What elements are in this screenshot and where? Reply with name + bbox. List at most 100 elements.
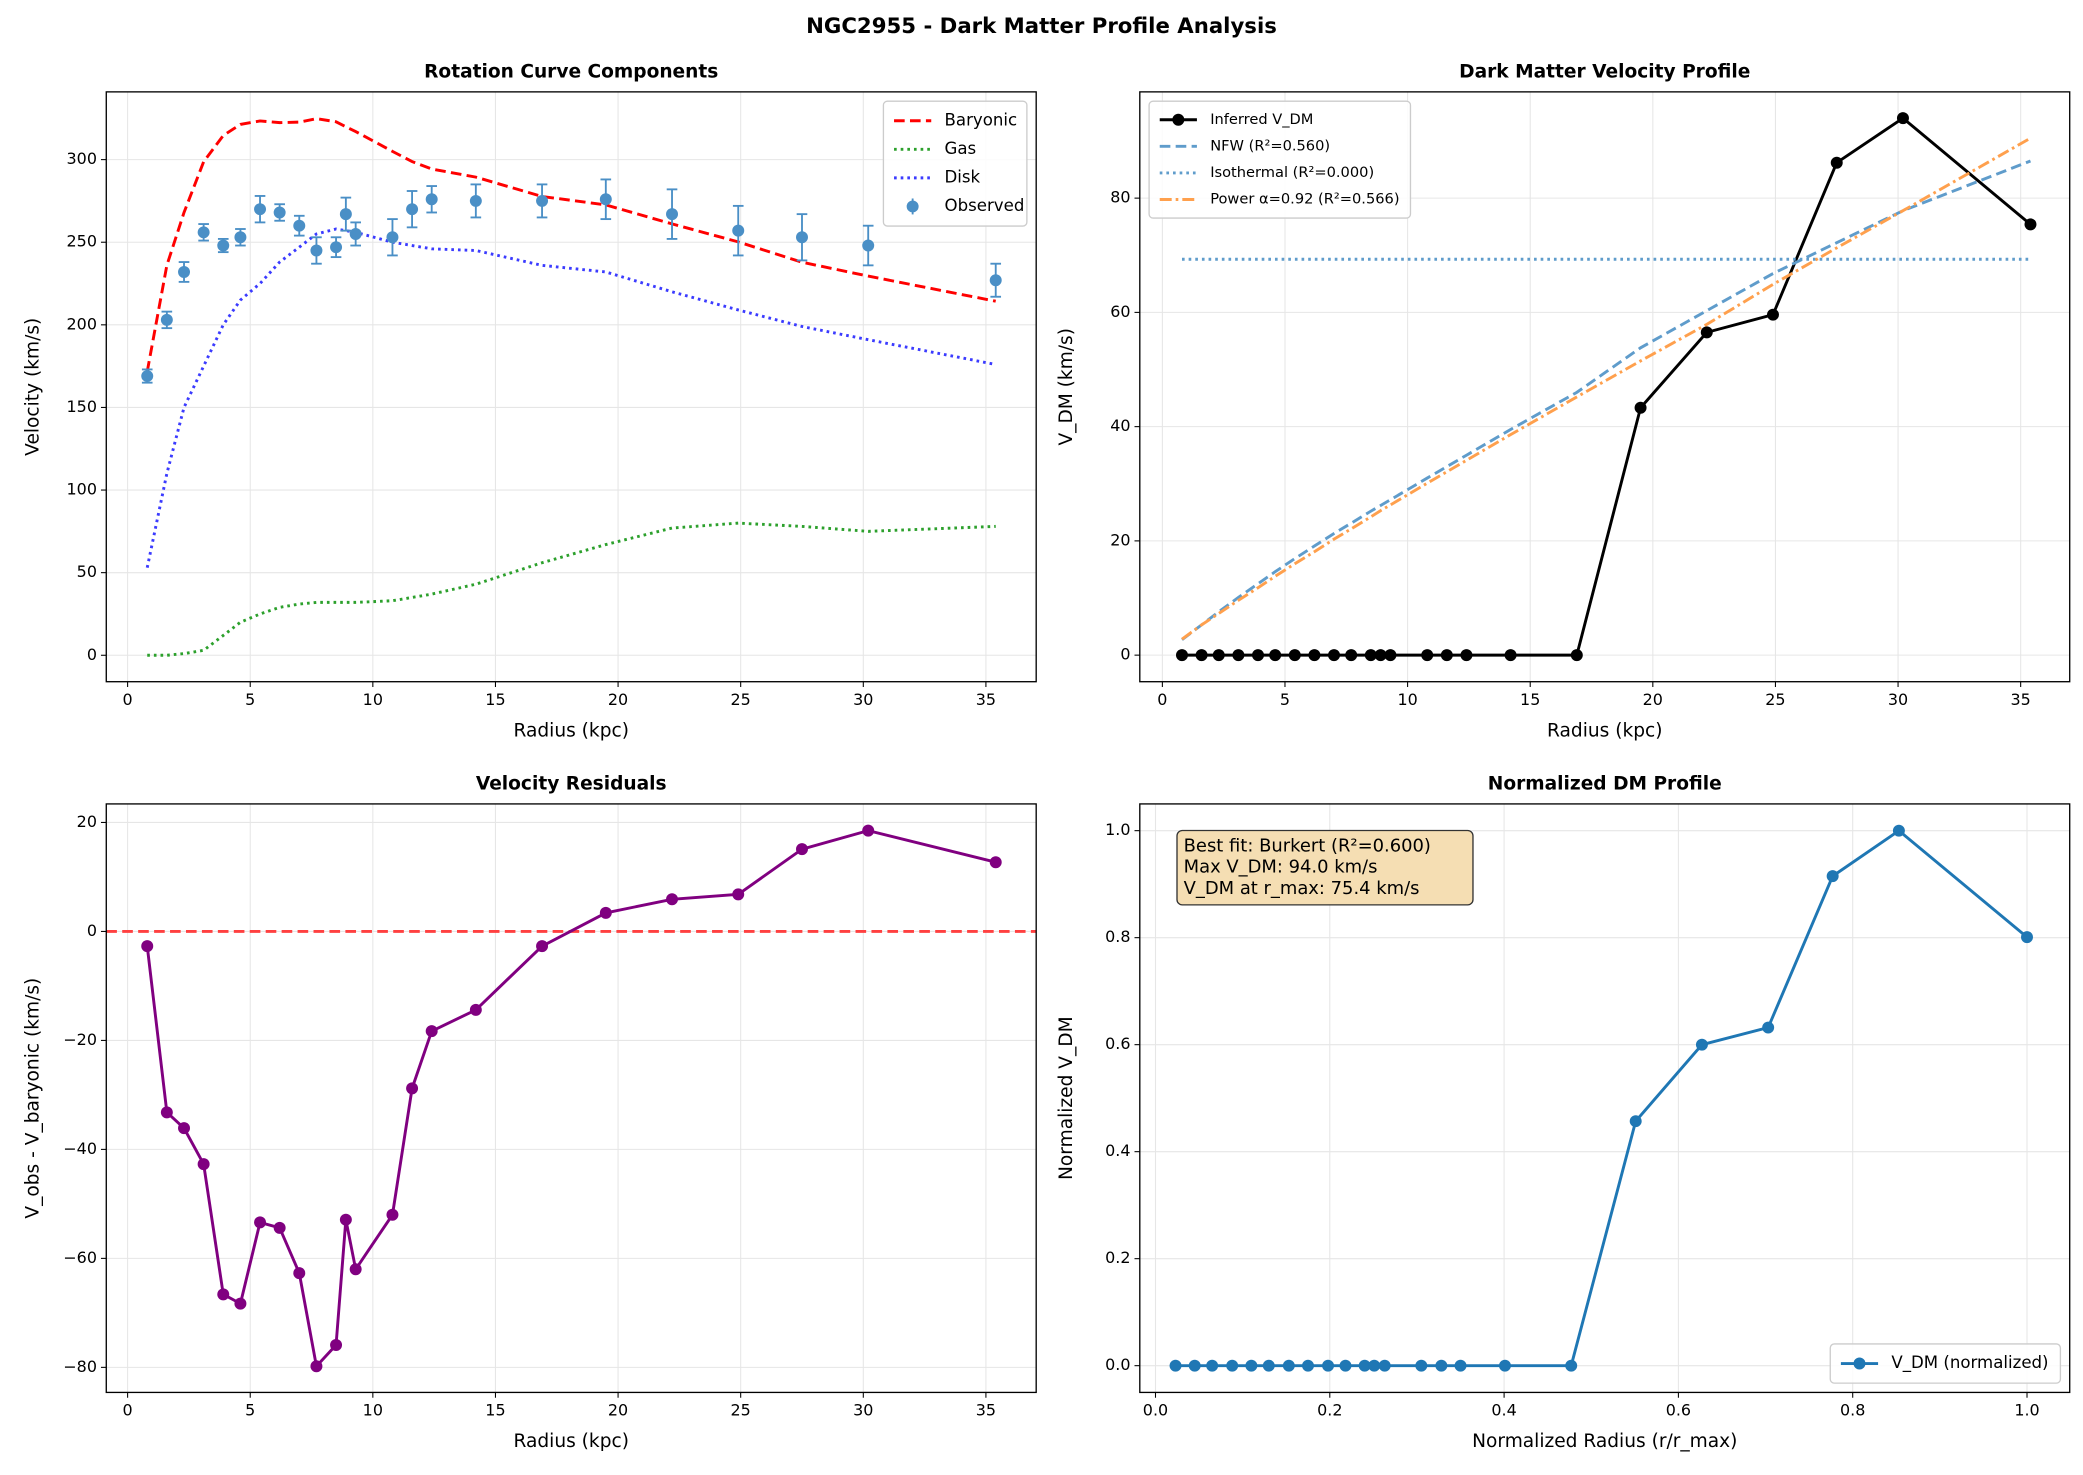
data-point xyxy=(310,244,323,257)
data-point xyxy=(406,1082,419,1095)
x-tick-label: 35 xyxy=(2011,690,2031,709)
x-tick-label: 0 xyxy=(1157,690,1167,709)
data-point xyxy=(1454,1359,1467,1372)
x-tick-label: 20 xyxy=(1643,690,1663,709)
legend-box xyxy=(882,100,1028,227)
data-point xyxy=(178,1122,190,1135)
subplot: 0 5 10 15 20 25 30 35 0 50 100 150 200 250 300 Rotation… xyxy=(23,61,1037,741)
y-tick-label: 1.0 xyxy=(1105,820,1130,839)
x-axis-label: Normalized Radius (r/r_max) xyxy=(1472,1431,1737,1452)
x-tick-label: 0 xyxy=(123,1401,133,1420)
x-tick-label: 20 xyxy=(608,690,628,709)
legend-label: Isothermal (R²=0.000) xyxy=(1210,164,1374,181)
data-point xyxy=(1629,1115,1642,1128)
data-point xyxy=(469,194,482,207)
data-point xyxy=(234,231,247,244)
legend-label: Baryonic xyxy=(945,110,1018,129)
data-point xyxy=(293,219,306,232)
y-tick-label: 0.0 xyxy=(1105,1355,1130,1374)
subplot: 0 5 10 15 20 25 30 35 −80 −60 −40 −20 0 20 Velocity Re… xyxy=(23,773,1037,1452)
data-point xyxy=(160,1106,173,1119)
legend-label: NFW (R²=0.560) xyxy=(1210,137,1330,154)
y-axis-label: V_obs - V_baryonic (km/s) xyxy=(23,978,44,1219)
data-point xyxy=(989,856,1002,869)
y-tick-label: 40 xyxy=(1110,416,1130,435)
y-tick-label: 60 xyxy=(1110,302,1130,321)
legend-label: Observed xyxy=(945,196,1025,215)
legend-label: Inferred V_DM xyxy=(1210,111,1313,128)
y-tick-label: 80 xyxy=(1110,188,1130,207)
y-axis-label: Velocity (km/s) xyxy=(23,318,44,456)
legend: Baryonic Gas Disk Observed xyxy=(882,100,1028,227)
data-point xyxy=(1339,1359,1352,1372)
series-line xyxy=(1181,159,2032,641)
data-point xyxy=(1232,649,1245,662)
data-point xyxy=(197,1158,210,1171)
data-point xyxy=(1374,649,1387,662)
figure-title: NGC2955 - Dark Matter Profile Analysis xyxy=(806,14,1277,39)
data-point xyxy=(141,370,154,383)
data-point xyxy=(1634,401,1647,414)
y-tick-label: −40 xyxy=(63,1139,97,1158)
data-point xyxy=(1695,1038,1708,1051)
data-point xyxy=(1282,1359,1295,1372)
series-line xyxy=(145,829,997,1370)
plot-frame xyxy=(1139,91,2071,683)
annotation-text: Max V_DM: 94.0 km/s xyxy=(1184,857,1378,878)
data-point xyxy=(732,888,745,901)
subplot: 0 5 10 15 20 25 30 35 0 20 40 60 80 Dark Matter Veloc… xyxy=(1056,61,2071,741)
data-point xyxy=(862,824,875,837)
plot-area xyxy=(106,91,1037,682)
x-tick-label: 10 xyxy=(1397,690,1417,709)
data-point xyxy=(989,274,1002,287)
x-tick-label: 0 xyxy=(123,690,133,709)
data-point xyxy=(732,224,745,237)
data-point xyxy=(1826,870,1839,883)
data-point xyxy=(1440,649,1453,662)
series-line xyxy=(145,117,997,372)
x-tick-label: 1.0 xyxy=(2014,1401,2039,1420)
data-point xyxy=(1415,1359,1428,1372)
y-tick-label: 250 xyxy=(67,232,97,251)
series-line xyxy=(147,521,996,657)
data-point xyxy=(1252,649,1264,662)
data-point xyxy=(425,193,438,206)
data-point xyxy=(1460,649,1473,662)
x-tick-label: 5 xyxy=(245,1401,255,1420)
data-point xyxy=(469,1003,482,1016)
data-point xyxy=(273,1221,286,1234)
x-tick-label: 0.4 xyxy=(1491,1401,1516,1420)
data-point xyxy=(1226,1359,1239,1372)
data-point xyxy=(1830,156,1843,169)
data-point xyxy=(1892,824,1905,837)
x-tick-label: 15 xyxy=(485,690,505,709)
data-point xyxy=(330,241,343,254)
data-point xyxy=(425,1025,438,1038)
data-point xyxy=(1504,649,1517,662)
data-point xyxy=(1700,326,1713,339)
data-point xyxy=(862,239,875,252)
data-point xyxy=(599,906,612,919)
legend-label: Disk xyxy=(945,167,981,186)
series-line xyxy=(1181,136,2032,641)
data-point xyxy=(1212,649,1225,662)
data-point xyxy=(666,893,678,906)
x-tick-label: 15 xyxy=(485,1401,505,1420)
y-tick-label: 150 xyxy=(67,397,97,416)
data-point xyxy=(254,1216,267,1229)
x-axis-label: Radius (kpc) xyxy=(1547,720,1662,741)
data-point xyxy=(536,940,549,953)
data-point xyxy=(1378,1359,1391,1372)
y-axis-label: Normalized V_DM xyxy=(1056,1016,1077,1180)
plot-area xyxy=(106,803,1037,1393)
y-tick-label: 0.4 xyxy=(1105,1141,1130,1160)
data-point xyxy=(197,226,210,239)
data-point xyxy=(254,203,267,216)
subplot-title: Normalized DM Profile xyxy=(1488,773,1722,794)
data-point xyxy=(1269,649,1282,662)
data-point xyxy=(1570,649,1583,662)
data-point xyxy=(160,313,173,326)
data-point xyxy=(1169,1359,1182,1372)
x-tick-label: 25 xyxy=(731,690,751,709)
